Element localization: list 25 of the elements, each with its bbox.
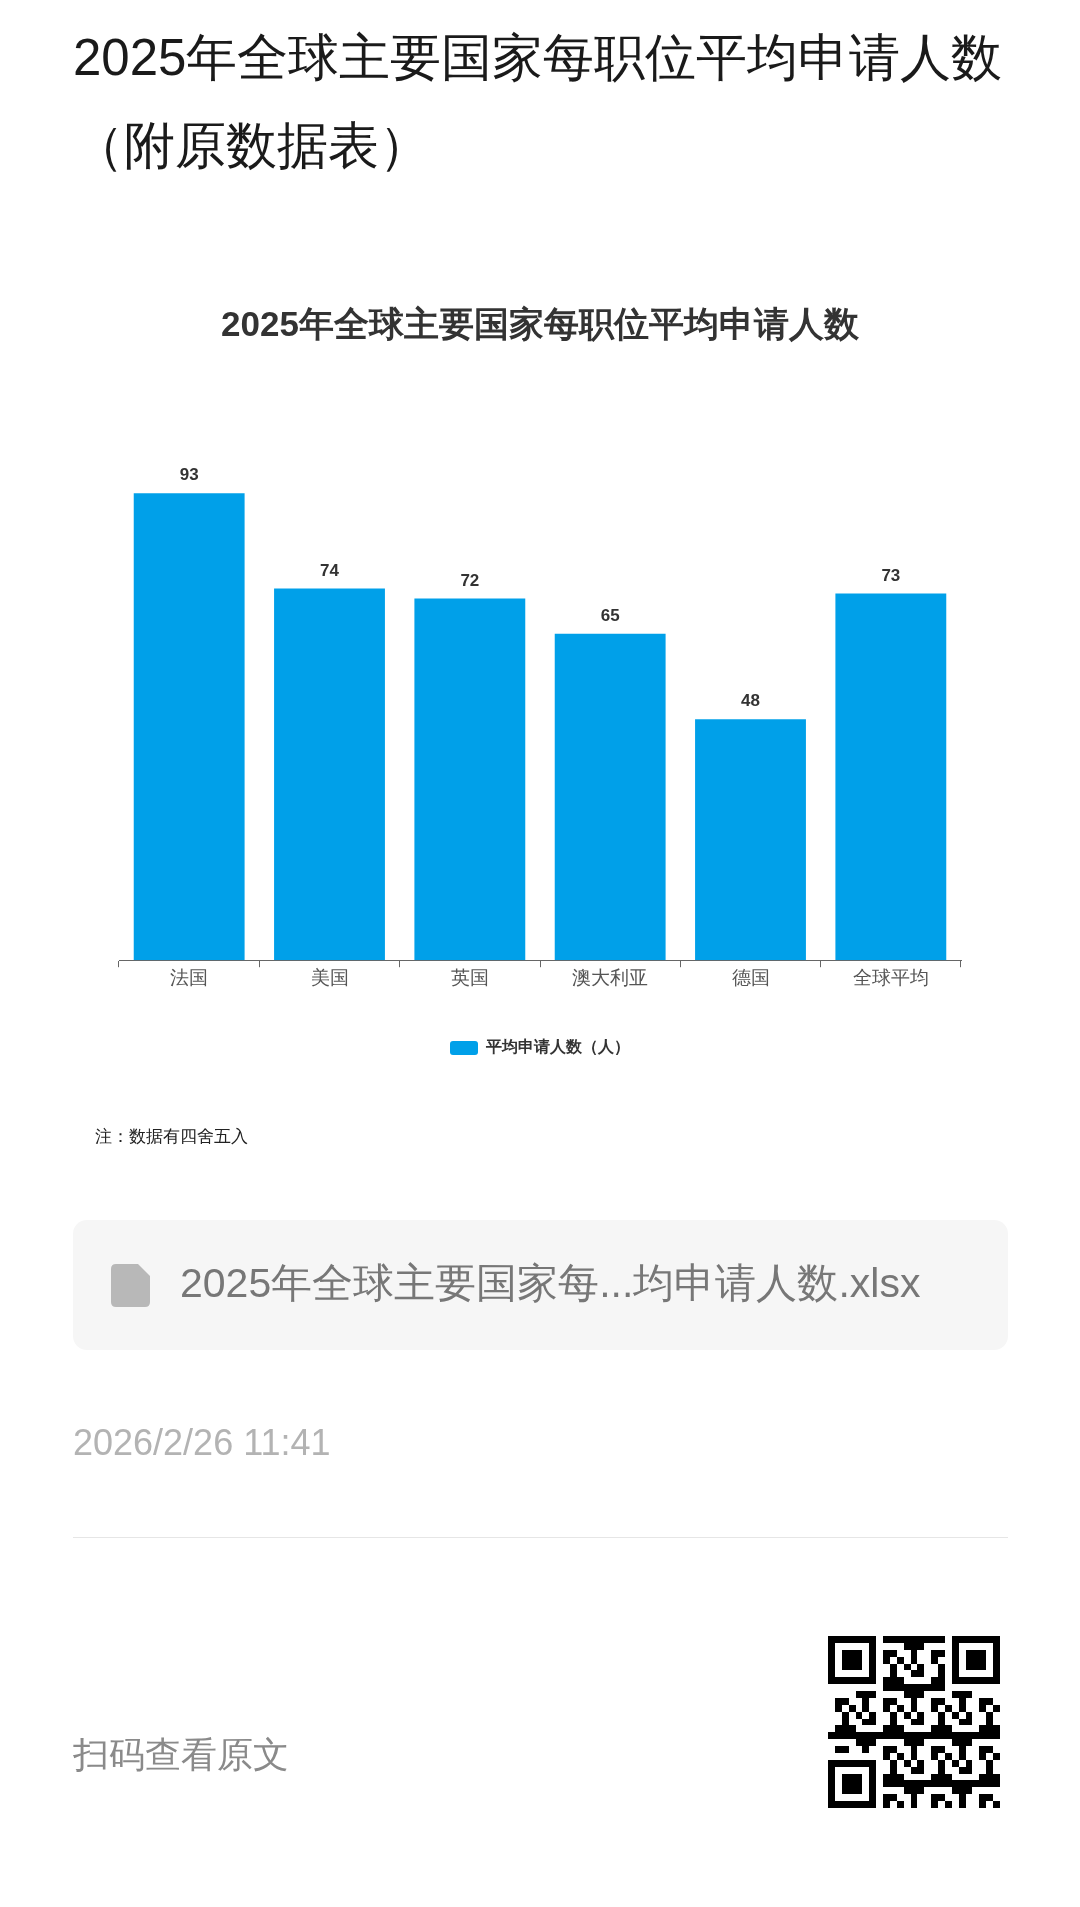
x-tick-label: 德国 <box>731 966 770 988</box>
text: 2026/2/26 11:41 <box>73 1422 331 1464</box>
data-label: 93 <box>179 465 199 485</box>
bar <box>414 598 526 961</box>
data-label: 72 <box>460 570 480 590</box>
chart-subtitle: 2025年全球主要国家每职位平均申请人数 <box>221 303 860 343</box>
x-tick-label: 澳大利亚 <box>572 966 649 988</box>
text: 注：数据有四舍五入 <box>95 1126 248 1148</box>
data-label: 74 <box>320 560 340 580</box>
bar <box>554 633 666 961</box>
x-tick-label: 全球平均 <box>852 966 929 988</box>
file-card: 2025年全球主要国家每...均申请人数.xlsx <box>73 1220 1008 1350</box>
x-tick-label: 法国 <box>170 966 209 988</box>
chart-title: 2025年全球主要国家每职位平均申请人数（附原数据表） <box>73 28 1004 176</box>
data-label: 73 <box>881 565 901 585</box>
bar <box>133 493 245 961</box>
legend-label: 平均申请人数（人） <box>485 1038 630 1057</box>
bar <box>835 593 947 961</box>
text: 扫码查看原文 <box>73 1733 289 1777</box>
bar <box>274 588 385 961</box>
data-label: 65 <box>600 605 620 625</box>
x-tick-label: 美国 <box>310 966 349 988</box>
data-label: 48 <box>741 691 760 711</box>
x-tick-label: 英国 <box>450 966 489 988</box>
bar <box>695 719 806 961</box>
